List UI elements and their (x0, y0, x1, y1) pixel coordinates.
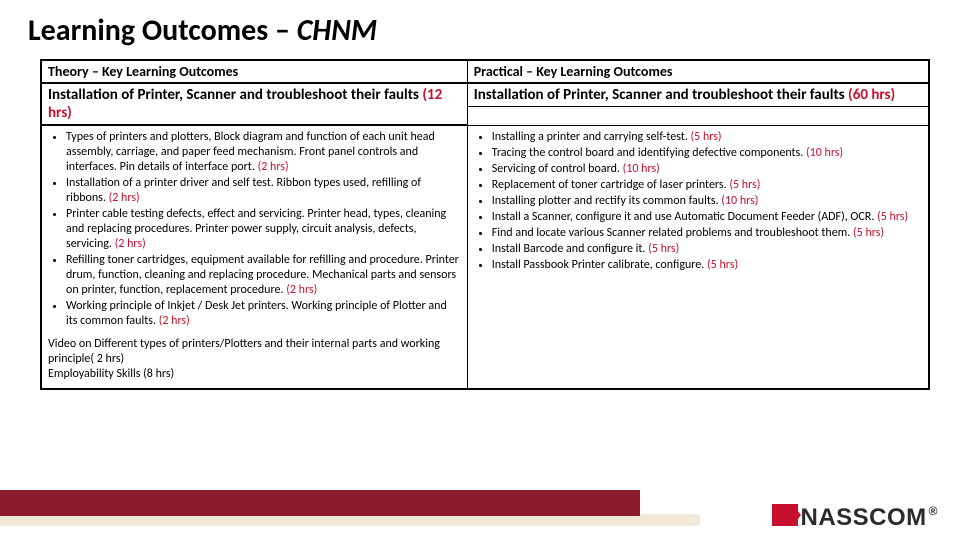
list-item: Tracing the control board and identifyin… (492, 146, 922, 161)
decor-stripe (0, 490, 640, 516)
theory-body-cell: Types of printers and plotters, Block di… (41, 126, 467, 390)
item-text: Types of printers and plotters, Block di… (66, 130, 435, 174)
list-item: Install Barcode and configure it. (5 hrs… (492, 242, 922, 257)
item-text: Installing plotter and rectify its commo… (492, 194, 719, 208)
theory-body: Types of printers and plotters, Block di… (42, 126, 467, 388)
item-text: Find and locate various Scanner related … (492, 226, 851, 240)
item-hours: (5 hrs) (853, 226, 884, 240)
item-hours: (5 hrs) (691, 130, 722, 144)
outcomes-table: Theory – Key Learning Outcomes Practical… (40, 59, 930, 390)
theory-footnote: Video on Different types of printers/Plo… (48, 337, 461, 382)
item-hours: (5 hrs) (707, 258, 738, 272)
item-text: Working principle of Inkjet / Desk Jet p… (66, 299, 447, 328)
item-text: Install Barcode and configure it. (492, 242, 646, 256)
practical-list: Installing a printer and carrying self-t… (474, 130, 922, 273)
theory-list: Types of printers and plotters, Block di… (48, 130, 461, 329)
list-item: Replacement of toner cartridge of laser … (492, 178, 922, 193)
page-title: Learning Outcomes – CHNM (28, 12, 932, 49)
list-item: Servicing of control board. (10 hrs) (492, 162, 922, 177)
practical-subheader-text: Installation of Printer, Scanner and tro… (474, 86, 845, 104)
title-emphasis: CHNM (297, 12, 377, 49)
list-item: Working principle of Inkjet / Desk Jet p… (66, 299, 461, 329)
footnote-line: Employability Skills (8 hrs) (48, 367, 461, 382)
theory-column: Theory – Key Learning Outcomes (41, 60, 467, 84)
title-wrap: Learning Outcomes – CHNM (0, 0, 960, 55)
practical-header: Practical – Key Learning Outcomes (468, 61, 928, 83)
slide: Learning Outcomes – CHNM Theory – Key Le… (0, 0, 960, 540)
list-item: Install Passbook Printer calibrate, conf… (492, 258, 922, 273)
list-item: Installing a printer and carrying self-t… (492, 130, 922, 145)
item-hours: (2 hrs) (159, 314, 190, 328)
footnote-line: Video on Different types of printers/Plo… (48, 337, 461, 367)
list-item: Refilling toner cartridges, equipment av… (66, 253, 461, 298)
practical-column: Practical – Key Learning Outcomes (467, 60, 929, 84)
item-hours: (2 hrs) (109, 191, 140, 205)
item-text: Install Passbook Printer calibrate, conf… (492, 258, 705, 272)
item-hours: (10 hrs) (623, 162, 660, 176)
theory-subheader-text: Installation of Printer, Scanner and tro… (48, 86, 419, 104)
item-hours: (5 hrs) (729, 178, 760, 192)
logo-chip-icon (772, 504, 798, 526)
logo-word: NASSCOM (800, 504, 926, 532)
registered-icon: ® (929, 504, 938, 518)
list-item: Find and locate various Scanner related … (492, 226, 922, 241)
item-hours: (2 hrs) (286, 283, 317, 297)
item-text: Servicing of control board. (492, 162, 620, 176)
item-text: Refilling toner cartridges, equipment av… (66, 253, 459, 297)
theory-header: Theory – Key Learning Outcomes (42, 61, 467, 83)
title-main: Learning Outcomes – (28, 12, 297, 49)
theory-subheader-cell: Installation of Printer, Scanner and tro… (41, 84, 467, 126)
nasscom-logo: NASSCOM ® (772, 504, 938, 532)
item-hours: (10 hrs) (721, 194, 758, 208)
item-hours: (10 hrs) (806, 146, 843, 160)
list-item: Installing plotter and rectify its commo… (492, 194, 922, 209)
theory-subheader: Installation of Printer, Scanner and tro… (42, 84, 467, 125)
item-hours: (2 hrs) (258, 160, 289, 174)
practical-subheader-hours: (60 hrs) (848, 86, 895, 104)
practical-body-cell: Installing a printer and carrying self-t… (467, 126, 929, 390)
item-hours: (5 hrs) (648, 242, 679, 256)
practical-subheader-cell: Installation of Printer, Scanner and tro… (467, 84, 929, 126)
practical-subheader: Installation of Printer, Scanner and tro… (468, 84, 928, 107)
item-hours: (2 hrs) (115, 237, 146, 251)
item-text: Replacement of toner cartridge of laser … (492, 178, 727, 192)
item-hours: (5 hrs) (877, 210, 908, 224)
item-text: Install a Scanner, configure it and use … (492, 210, 875, 224)
practical-body: Installing a printer and carrying self-t… (468, 126, 928, 285)
list-item: Install a Scanner, configure it and use … (492, 210, 922, 225)
item-text: Tracing the control board and identifyin… (492, 146, 804, 160)
list-item: Installation of a printer driver and sel… (66, 176, 461, 206)
item-text: Installing a printer and carrying self-t… (492, 130, 688, 144)
logo-text: NASSCOM ® (772, 504, 938, 532)
list-item: Printer cable testing defects, effect an… (66, 207, 461, 252)
list-item: Types of printers and plotters, Block di… (66, 130, 461, 175)
